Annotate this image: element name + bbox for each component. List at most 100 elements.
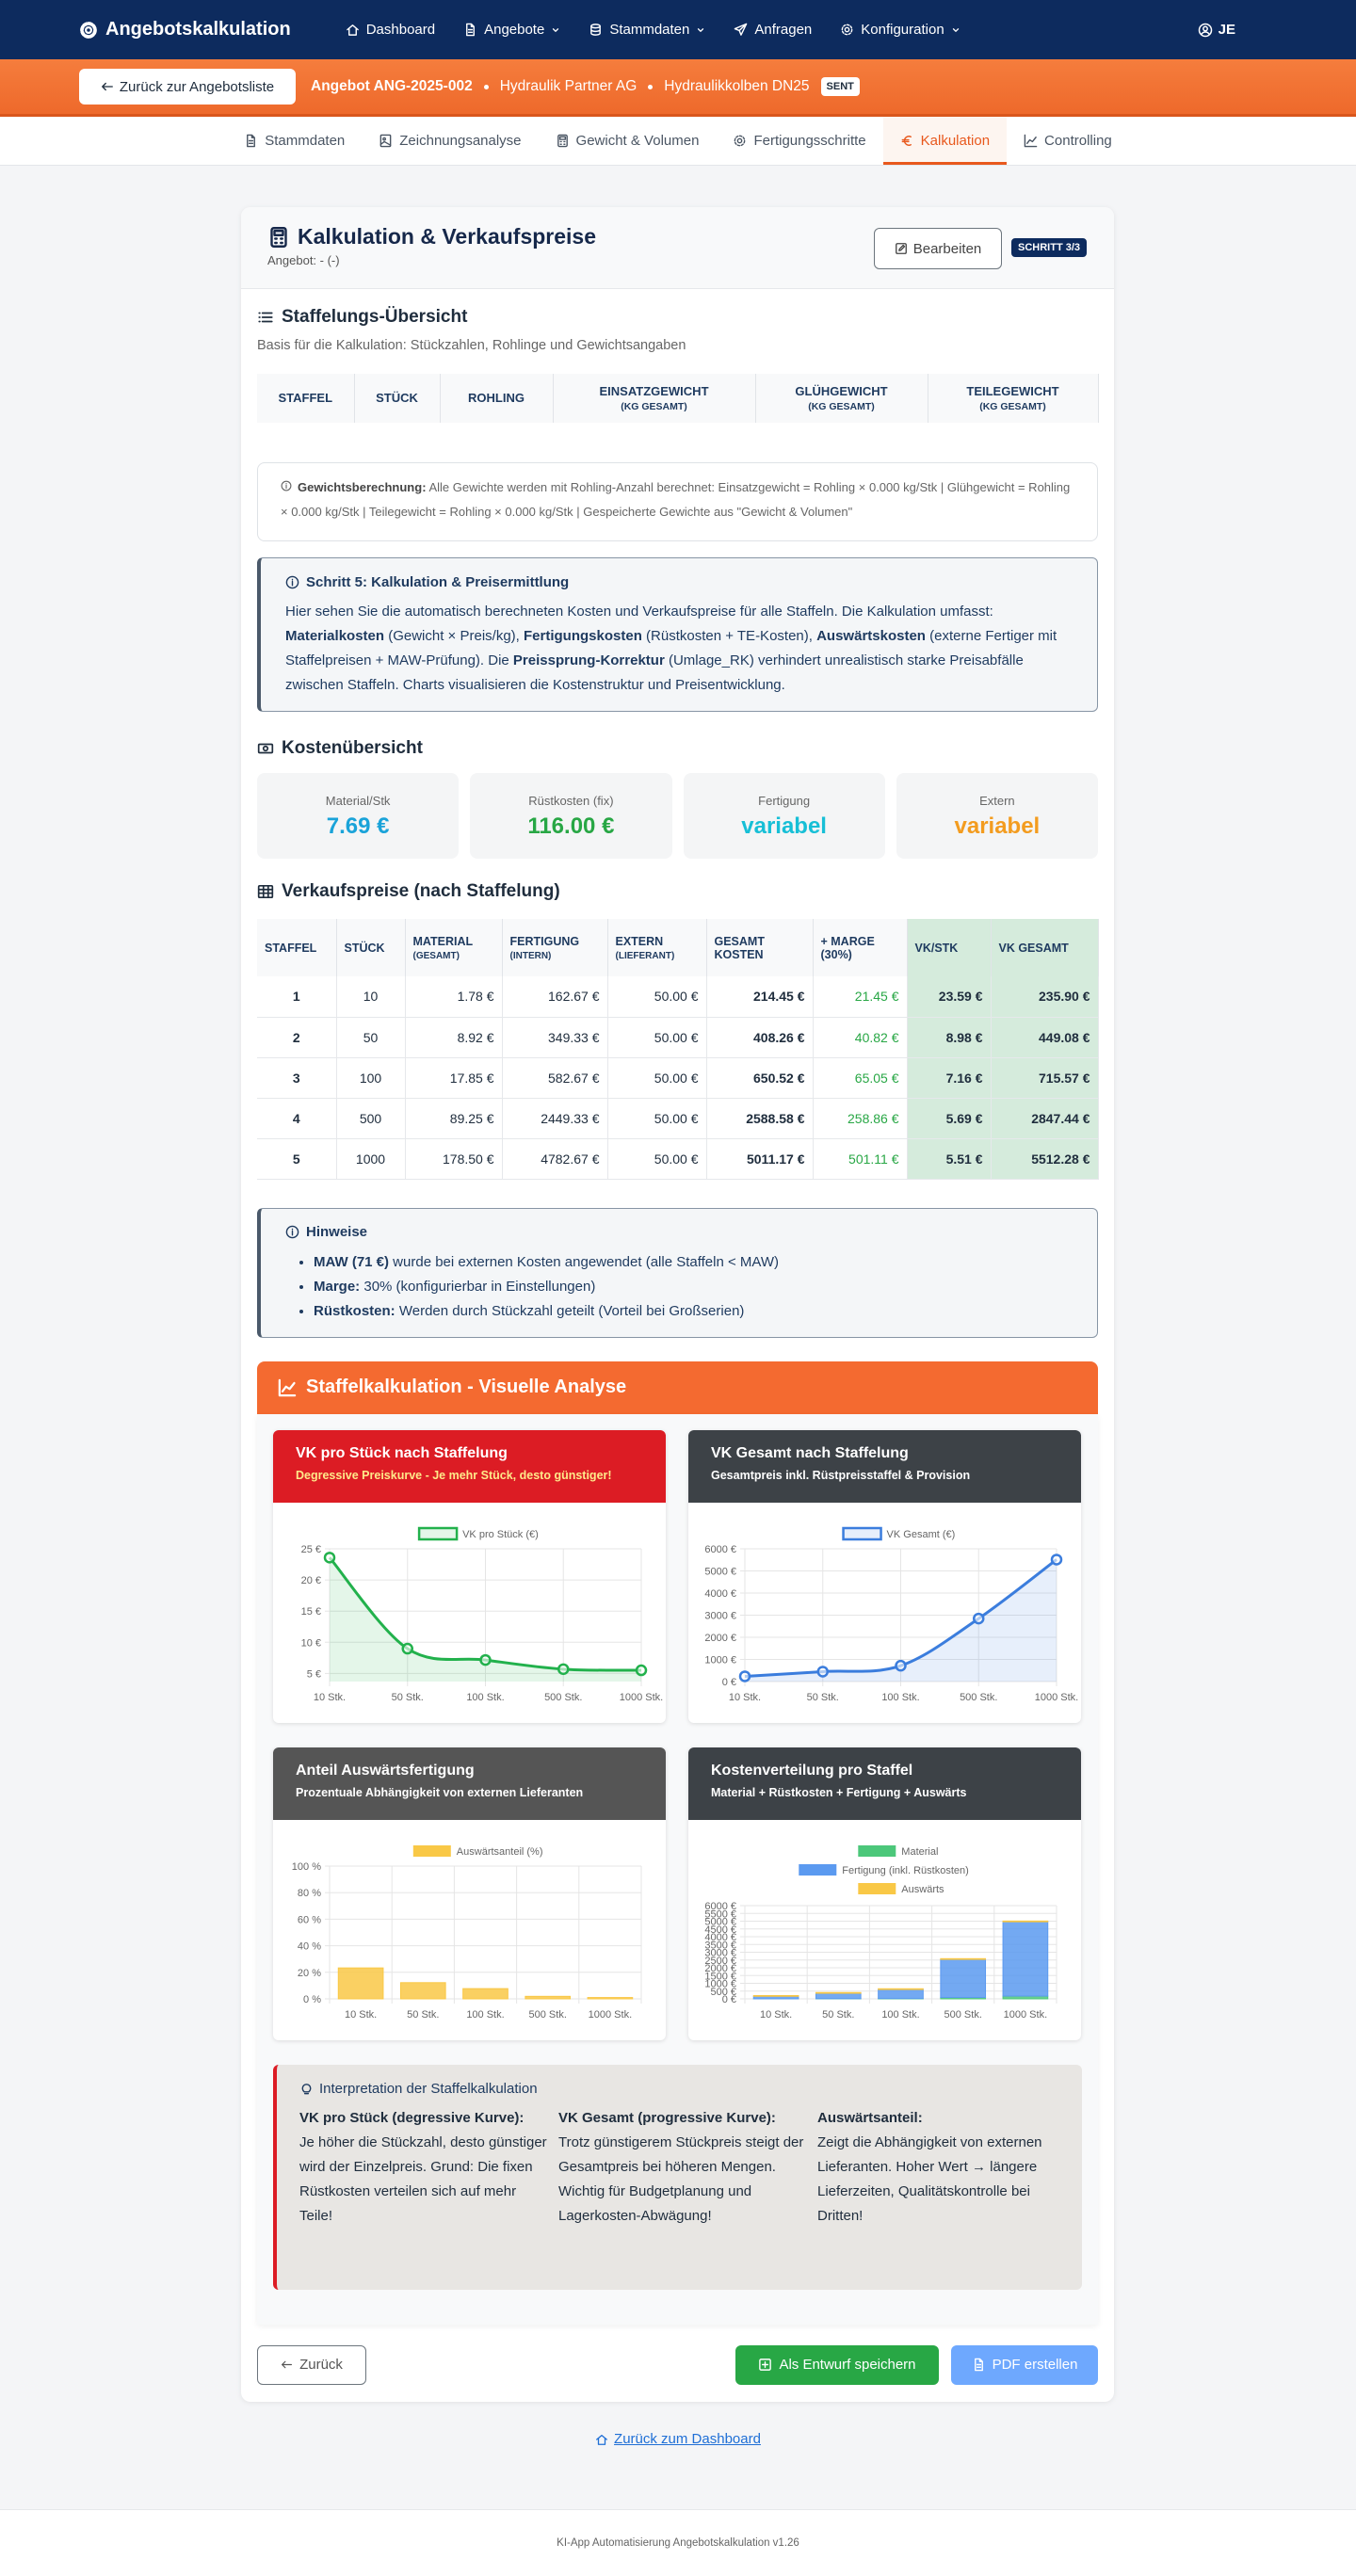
tab[interactable]: Stammdaten — [227, 117, 362, 165]
chart-card: Anteil Auswärtsfertigung Prozentuale Abhä… — [273, 1747, 666, 2040]
icon-shape — [1198, 23, 1212, 37]
legend-label: Auswärtsanteil (%) — [457, 1846, 543, 1858]
y-tick-label: 20 € — [301, 1575, 321, 1586]
y-tick-label: 5 € — [307, 1668, 321, 1680]
tabs: Stammdaten Zeichnungsanalyse Gewicht & Vol… — [0, 117, 1356, 166]
nav-item[interactable]: Dashboard — [346, 22, 435, 38]
bar — [1002, 1920, 1049, 1923]
line-area — [745, 1558, 1057, 1682]
info-segment: Hier sehen Sie die automatisch berechnet… — [285, 604, 993, 620]
column-header: VK/STK — [907, 919, 992, 976]
hints-title-text: Hinweise — [306, 1224, 368, 1240]
header-label: ROHLING — [468, 391, 525, 405]
pdf-button[interactable]: PDF erstellen — [951, 2344, 1098, 2385]
icon-shape — [557, 134, 568, 148]
tab[interactable]: Kalkulation — [882, 117, 1008, 165]
section-description: Basis für die Kalkulation: Stückzahlen, … — [257, 338, 686, 353]
icon-shape — [759, 2359, 772, 2371]
info-segment: Preissprung-Korrektur — [512, 652, 665, 668]
header-label: GLÜHGEWICHT — [795, 384, 888, 398]
offer-bar: Zurück zur Angebotsliste Angebot ANG-2025… — [0, 59, 1356, 117]
table-cell: 5.69 € — [907, 1098, 992, 1139]
icon — [281, 2359, 293, 2371]
table-cell: 10 — [336, 976, 406, 1018]
icon-shape — [101, 82, 113, 91]
interpretation-title: Interpretation der Staffelkalkulation — [299, 2080, 1059, 2099]
edit-button[interactable]: Bearbeiten — [874, 228, 1002, 269]
cost-card: Fertigung variabel — [683, 773, 885, 859]
tab[interactable]: Gewicht & Volumen — [539, 117, 717, 165]
bar — [462, 1988, 508, 2000]
bar — [587, 1996, 634, 1999]
icon-shape — [596, 2434, 607, 2445]
calc-card: Kalkulation & Verkaufspreise Angebot: - (… — [241, 207, 1114, 2402]
x-tick-label: 50 Stk. — [392, 1692, 424, 1703]
bar — [940, 1958, 987, 1998]
table-cell: 50.00 € — [607, 1138, 707, 1180]
chart-title: VK pro Stück nach Staffelung — [296, 1444, 508, 1461]
interpretation-columns: VK pro Stück (degressive Kurve): Je höher… — [299, 2106, 1059, 2229]
visual-header: Staffelkalkulation - Visuelle Analyse — [257, 1360, 1098, 1414]
tab[interactable]: Controlling — [1007, 117, 1129, 165]
tab-label: Fertigungsschritte — [753, 133, 866, 149]
icon — [972, 2358, 986, 2372]
icon-shape — [282, 2360, 293, 2369]
bar — [815, 1991, 862, 1994]
section-title-text: Kostenübersicht — [282, 738, 423, 758]
point — [323, 1551, 336, 1564]
nav-item[interactable]: Konfiguration — [840, 22, 960, 38]
table-cell: 408.26 € — [706, 1017, 814, 1058]
chart-subtitle: Degressive Preiskurve - Je mehr Stück, d… — [296, 1468, 612, 1482]
cost-value: 116.00 € — [527, 813, 615, 839]
x-tick-label: 1000 Stk. — [1004, 2009, 1047, 2021]
chart-subtitle: Material + Rüstkosten + Fertigung + Ausw… — [711, 1785, 967, 1799]
icon — [840, 23, 854, 37]
card-title-text: Kalkulation & Verkaufspreise — [298, 224, 597, 249]
header-label: FERTIGUNG — [509, 934, 580, 948]
nav-item[interactable]: Angebote — [463, 22, 560, 38]
info-segment: (Umlage_RK) verhindert unrealistisch sta… — [285, 652, 1024, 693]
icon-shape — [553, 27, 559, 32]
tab-label: Stammdaten — [265, 133, 346, 149]
y-tick-label: 2500 € — [704, 1955, 736, 1966]
y-tick-label: 4000 € — [704, 1932, 736, 1943]
header-label: STAFFEL — [265, 941, 317, 955]
tab[interactable]: Fertigungsschritte — [716, 117, 882, 165]
table-cell: 89.25 € — [405, 1098, 503, 1139]
y-tick-label: 6000 € — [704, 1901, 736, 1912]
header-row: STAFFEL STÜCK ROHLING EINSATZGEWICHT (KG GES… — [257, 374, 1099, 423]
hints: Hinweise MAW (71 €) wurde bei externen Ko… — [257, 1207, 1098, 1338]
navbar: Angebotskalkulation Dashboard Angebote Stam… — [0, 0, 1356, 59]
point — [973, 1612, 985, 1624]
user-menu[interactable]: JE — [1198, 22, 1235, 38]
edit-label: Bearbeiten — [912, 240, 982, 257]
nav-item[interactable]: Stammdaten — [589, 22, 705, 38]
y-tick-label: 20 % — [298, 1967, 321, 1978]
info-segment: (Rüstkosten + TE-Kosten), — [641, 628, 817, 644]
column-heading: Auswärtsanteil: — [817, 2109, 923, 2126]
save-button[interactable]: Als Entwurf speichern — [735, 2344, 939, 2385]
back-button[interactable]: Zurück — [257, 2344, 366, 2385]
x-tick-label: 500 Stk. — [944, 2009, 982, 2021]
offer-id: Angebot ANG-2025-002 — [311, 78, 473, 94]
card-title: Kalkulation & Verkaufspreise — [267, 224, 1114, 250]
y-tick-label: 40 % — [298, 1940, 321, 1952]
chart-subtitle: Gesamtpreis inkl. Rüstpreisstaffel & Pro… — [711, 1468, 971, 1482]
dashboard-link[interactable]: Zurück zum Dashboard — [0, 2431, 1356, 2447]
header-label: TEILEGEWICHT — [966, 384, 1059, 398]
bar — [878, 1988, 924, 1990]
y-tick-label: 0 € — [722, 1677, 736, 1688]
tab-label: Controlling — [1044, 133, 1112, 149]
brand[interactable]: Angebotskalkulation — [79, 19, 291, 40]
nav-item[interactable]: Anfragen — [734, 22, 812, 38]
icon-shape — [734, 23, 748, 36]
x-tick-label: 50 Stk. — [407, 2009, 439, 2021]
point — [401, 1642, 413, 1654]
header-row: STAFFEL STÜCK MATERIAL (GESAMT) FERTIGUNG (IN… — [257, 919, 1099, 976]
icon-shape — [301, 2084, 312, 2095]
tab[interactable]: Zeichnungsanalyse — [362, 117, 538, 165]
weight-note: Gewichtsberechnung: Alle Gewichte werden… — [257, 462, 1098, 541]
back-button[interactable]: Zurück zur Angebotsliste — [79, 69, 296, 105]
hint-text: 30% (konfigurierbar in Einstellungen) — [360, 1278, 596, 1295]
